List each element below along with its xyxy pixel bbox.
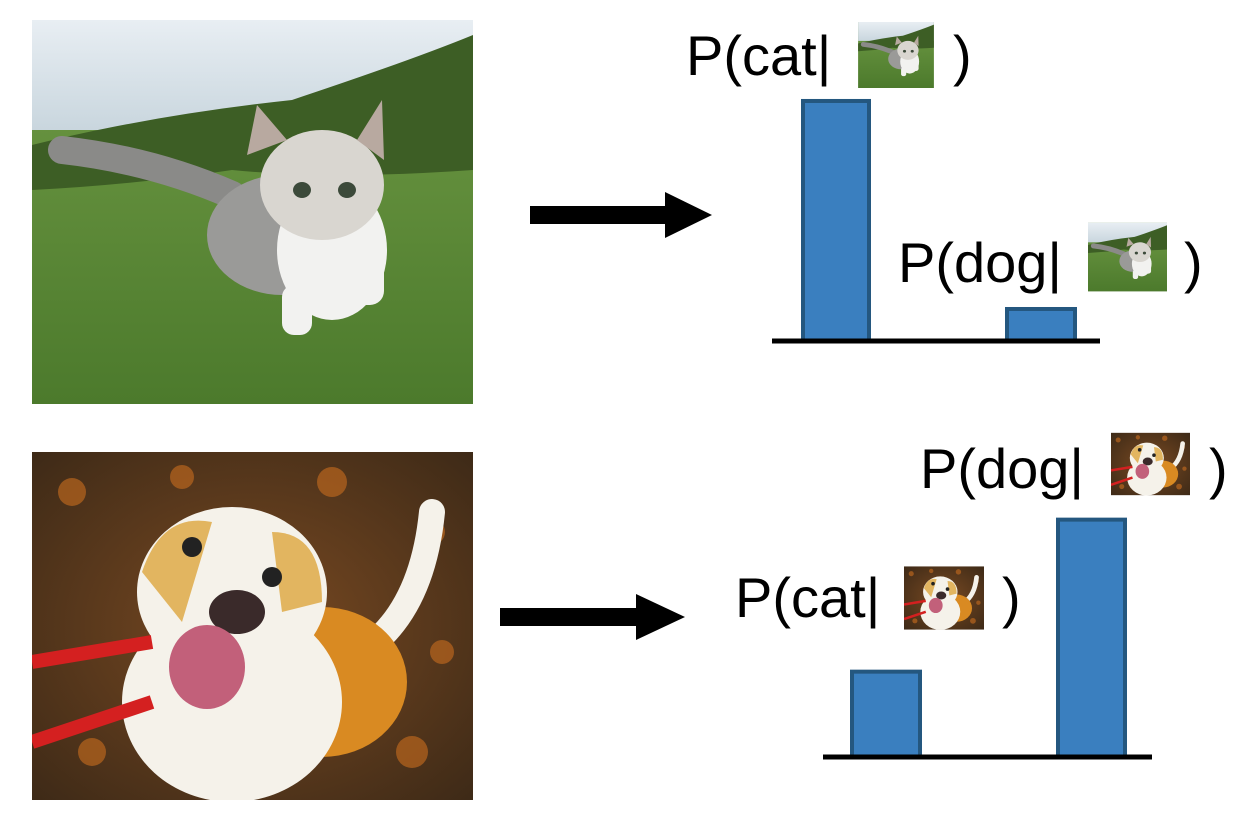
bar bbox=[801, 98, 871, 343]
thumbnail bbox=[904, 566, 984, 629]
bar bbox=[850, 669, 922, 760]
bar-label: P(cat| bbox=[735, 566, 880, 629]
thumbnail bbox=[1111, 433, 1190, 496]
bar-label-close: ) bbox=[953, 24, 972, 87]
arrow bbox=[500, 594, 685, 640]
dog-photo bbox=[32, 452, 473, 802]
bar-label: P(dog| bbox=[898, 231, 1062, 294]
bar bbox=[1005, 306, 1077, 344]
bar-label-close: ) bbox=[1184, 231, 1203, 294]
cat-photo bbox=[32, 20, 473, 404]
bar-label-close: ) bbox=[1209, 437, 1228, 500]
thumbnail bbox=[1088, 223, 1167, 292]
arrow bbox=[530, 192, 712, 238]
bar-label-close: ) bbox=[1002, 566, 1021, 629]
thumbnail bbox=[858, 22, 934, 88]
bar-label: P(cat| bbox=[686, 24, 831, 87]
bar-label: P(dog| bbox=[920, 437, 1084, 500]
bar bbox=[1056, 517, 1127, 760]
